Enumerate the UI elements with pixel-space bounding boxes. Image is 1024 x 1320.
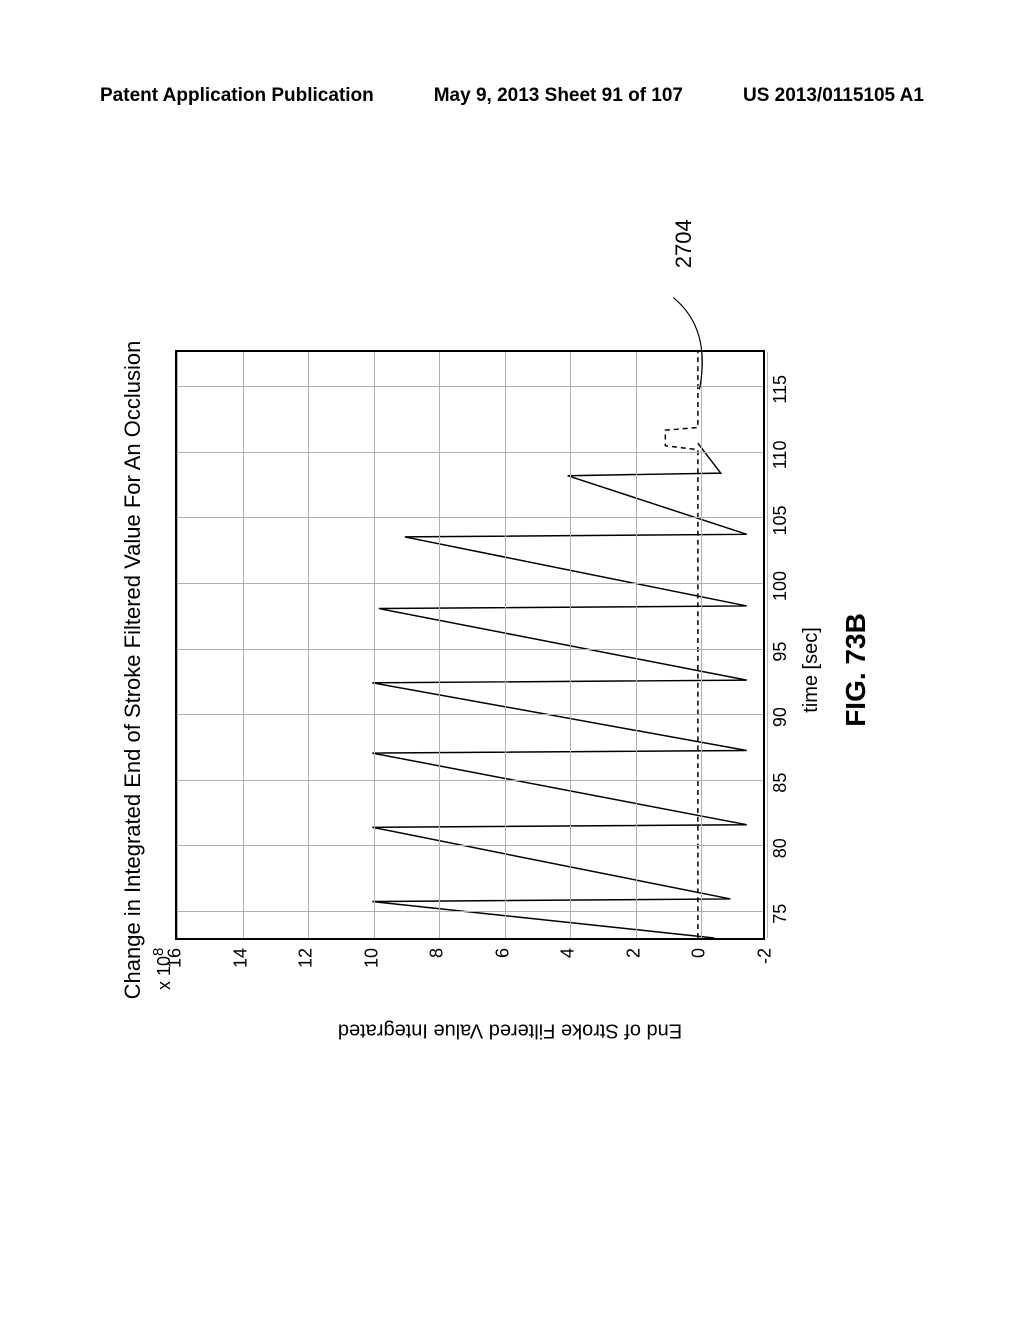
gridline-horizontal [636, 352, 637, 938]
plot-svg [177, 352, 763, 938]
gridline-horizontal [243, 352, 244, 938]
figure-caption: FIG. 73B [840, 260, 872, 1080]
plot-area [175, 350, 765, 940]
gridline-vertical [177, 583, 763, 584]
x-tick-label: 90 [770, 707, 791, 727]
x-tick-label: 110 [770, 441, 791, 470]
series-dashed [665, 352, 698, 938]
callout-label: 2704 [671, 219, 697, 268]
gridline-vertical [177, 780, 763, 781]
gridline-vertical [177, 452, 763, 453]
x-tick-label: 95 [770, 642, 791, 662]
gridline-vertical [177, 649, 763, 650]
y-axis-label: End of Stroke Filtered Value Integrated [338, 1019, 682, 1042]
header-left: Patent Application Publication [100, 85, 374, 107]
page-header: Patent Application Publication May 9, 20… [0, 85, 1024, 107]
header-center: May 9, 2013 Sheet 91 of 107 [434, 85, 683, 107]
y-tick-label: 6 [492, 948, 513, 980]
y-tick-label: 2 [623, 948, 644, 980]
y-tick-label: 10 [361, 948, 382, 980]
y-tick-label: 0 [689, 948, 710, 980]
y-tick-label: 8 [427, 948, 448, 980]
figure-container: Change in Integrated End of Stroke Filte… [100, 260, 920, 1080]
gridline-vertical [177, 714, 763, 715]
gridline-vertical [177, 386, 763, 387]
header-right: US 2013/0115105 A1 [743, 85, 924, 107]
gridline-horizontal [439, 352, 440, 938]
rotated-chart: Change in Integrated End of Stroke Filte… [100, 260, 920, 1080]
gridline-vertical [177, 911, 763, 912]
gridline-horizontal [505, 352, 506, 938]
gridline-horizontal [177, 352, 178, 938]
chart-title: Change in Integrated End of Stroke Filte… [120, 260, 146, 1080]
gridline-horizontal [308, 352, 309, 938]
y-tick-label: 14 [230, 948, 251, 980]
y-tick-label: 16 [165, 948, 186, 980]
x-tick-label: 85 [770, 773, 791, 793]
x-tick-label: 115 [770, 375, 791, 404]
gridline-vertical [177, 517, 763, 518]
gridline-horizontal [701, 352, 702, 938]
gridline-vertical [177, 845, 763, 846]
y-tick-label: -2 [755, 948, 776, 980]
x-tick-label: 80 [770, 838, 791, 858]
x-tick-label: 75 [770, 904, 791, 924]
gridline-horizontal [570, 352, 571, 938]
x-tick-label: 105 [770, 505, 791, 535]
x-tick-label: 100 [770, 571, 791, 601]
x-axis-label: time [sec] [800, 260, 823, 1080]
y-tick-label: 4 [558, 948, 579, 980]
gridline-horizontal [767, 352, 768, 938]
y-tick-label: 12 [296, 948, 317, 980]
gridline-horizontal [374, 352, 375, 938]
